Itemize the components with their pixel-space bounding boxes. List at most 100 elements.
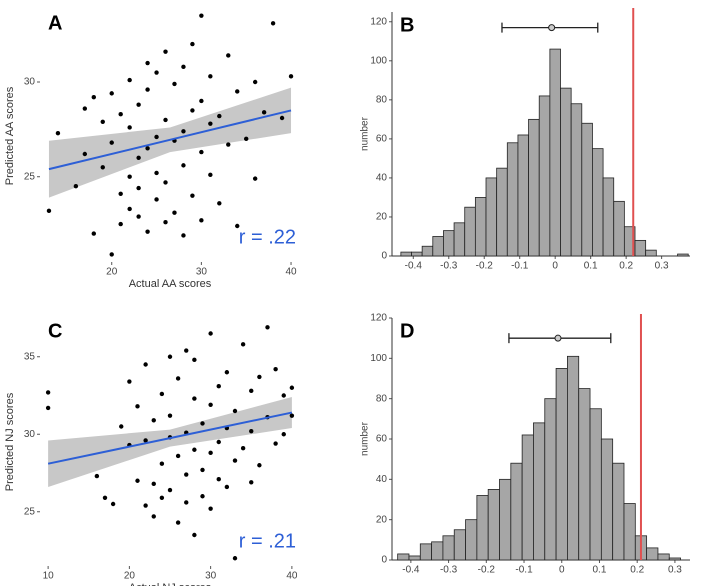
bar <box>496 167 508 257</box>
bar <box>578 388 591 561</box>
point <box>192 532 197 538</box>
bar <box>476 495 489 561</box>
point <box>181 233 186 238</box>
point <box>252 176 258 181</box>
bar <box>657 553 670 561</box>
point <box>240 446 246 451</box>
point <box>100 119 105 124</box>
y-tick-label: 120 <box>370 313 387 324</box>
y-tick-label: 40 <box>376 173 388 184</box>
confidence-band <box>48 87 292 198</box>
point <box>136 155 141 160</box>
point <box>226 142 231 147</box>
x-tick-label: 0.3 <box>655 261 669 272</box>
point <box>143 503 148 508</box>
fit-line <box>47 411 293 465</box>
point <box>145 146 150 151</box>
y-tick-label: 80 <box>376 94 388 105</box>
bar <box>634 239 647 257</box>
point <box>208 121 213 126</box>
bar <box>544 398 557 561</box>
point <box>118 112 123 117</box>
point <box>232 458 238 463</box>
point <box>151 514 156 519</box>
point <box>163 220 168 225</box>
x-tick-label: 0.3 <box>668 565 682 576</box>
x-tick-label: 10 <box>43 571 55 582</box>
point <box>181 64 186 70</box>
x-tick-label: 30 <box>196 267 208 278</box>
point <box>163 180 168 185</box>
point <box>167 354 173 359</box>
point <box>257 374 262 380</box>
point <box>224 484 230 490</box>
bar <box>443 230 455 257</box>
point <box>200 421 205 426</box>
bar <box>538 95 551 257</box>
point <box>175 453 181 459</box>
y-tick-label: 80 <box>376 393 388 404</box>
point <box>232 556 238 561</box>
bar <box>517 134 529 257</box>
bar <box>645 249 657 257</box>
x-tick-label: 0.2 <box>630 565 644 576</box>
bar <box>581 122 593 257</box>
point <box>145 229 150 234</box>
x-tick-label: 20 <box>106 267 118 278</box>
point <box>200 467 205 473</box>
bar <box>510 462 523 561</box>
point <box>159 461 165 466</box>
point <box>73 184 79 189</box>
x-tick-label: 40 <box>285 267 297 278</box>
point <box>127 379 132 384</box>
point <box>143 438 148 443</box>
point <box>270 21 276 26</box>
point <box>118 191 123 196</box>
point <box>45 405 51 411</box>
y-tick-label: 100 <box>370 55 387 66</box>
point <box>163 117 168 123</box>
point <box>281 432 286 437</box>
x-tick-label: -0.1 <box>515 565 533 576</box>
point <box>55 130 61 136</box>
point <box>226 53 231 58</box>
point <box>249 388 254 394</box>
x-tick-label: -0.4 <box>402 565 420 576</box>
point <box>159 391 165 397</box>
point <box>208 402 213 407</box>
y-axis-label: number <box>360 421 371 456</box>
point <box>82 106 88 111</box>
point <box>279 115 285 121</box>
panel-letter: A <box>48 12 62 34</box>
point <box>145 60 150 66</box>
x-tick-label: 0.1 <box>584 261 598 272</box>
bar <box>549 48 561 257</box>
bar <box>623 503 636 561</box>
point <box>289 413 295 418</box>
panel-letter: C <box>48 320 62 342</box>
point <box>167 413 173 418</box>
bar <box>397 553 410 561</box>
point <box>172 210 177 215</box>
y-axis-label: number <box>360 116 371 151</box>
y-tick-label: 60 <box>376 134 388 145</box>
x-tick-label: -0.2 <box>478 565 496 576</box>
point <box>192 357 197 363</box>
point <box>249 428 254 434</box>
point <box>257 463 262 468</box>
point <box>199 98 204 104</box>
bar <box>432 236 444 257</box>
point <box>175 520 181 525</box>
x-tick-label: 0 <box>552 261 558 272</box>
point <box>224 370 230 375</box>
point <box>45 390 51 395</box>
point <box>154 197 159 202</box>
x-tick-label: 0.1 <box>593 565 607 576</box>
point <box>151 481 156 487</box>
point <box>184 472 189 477</box>
bar <box>521 434 534 561</box>
point <box>244 136 249 142</box>
point <box>199 218 204 223</box>
bar <box>589 408 602 561</box>
y-tick-label: 30 <box>24 429 36 440</box>
